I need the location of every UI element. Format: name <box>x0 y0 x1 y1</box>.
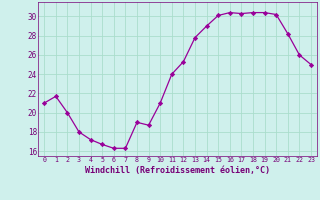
X-axis label: Windchill (Refroidissement éolien,°C): Windchill (Refroidissement éolien,°C) <box>85 166 270 175</box>
